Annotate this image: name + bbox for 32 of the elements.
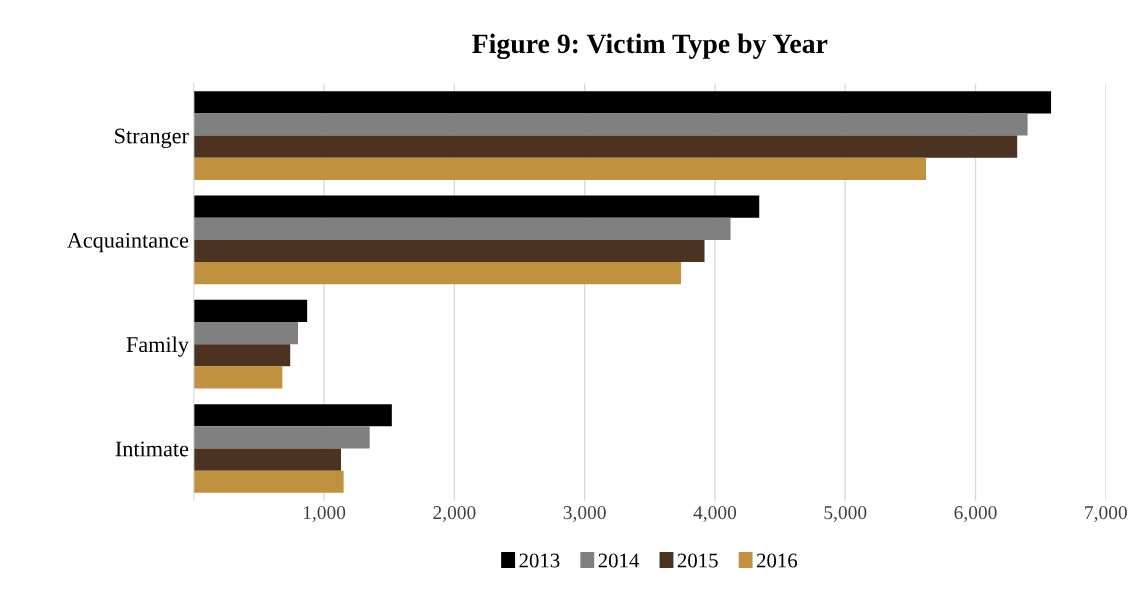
- x-tick-label: 1,000: [303, 506, 346, 522]
- y-tick-label: Intimate: [115, 441, 189, 457]
- chart-title: Figure 9: Victim Type by Year: [472, 33, 828, 60]
- bar: [193, 135, 1018, 158]
- bar: [193, 239, 705, 263]
- bar: [193, 299, 308, 323]
- bar: [193, 448, 342, 471]
- legend-label: 2016: [756, 553, 798, 568]
- bar: [193, 113, 1028, 136]
- y-tick-label: Acquaintance: [66, 232, 189, 253]
- bar: [193, 262, 682, 285]
- bar: [193, 91, 1052, 114]
- x-tick-label: 3,000: [563, 506, 606, 522]
- y-tick-label: Stranger: [115, 128, 189, 149]
- bar: [193, 322, 299, 345]
- x-tick-label: 6,000: [954, 506, 997, 522]
- x-tick-label: 5,000: [824, 506, 867, 522]
- x-tick-label: 4,000: [693, 506, 737, 522]
- x-tick-label: 2,000: [433, 506, 476, 522]
- bar: [193, 157, 927, 180]
- bar: [193, 366, 283, 389]
- legend-label: 2015: [677, 553, 718, 568]
- bar: [193, 195, 760, 218]
- y-tick-label: Family: [126, 336, 189, 357]
- legend-label: 2014: [598, 553, 640, 568]
- bar: [193, 404, 392, 427]
- bar: [193, 470, 344, 493]
- x-tick-label: 7,000: [1085, 506, 1127, 522]
- legend-label: 2013: [519, 553, 560, 568]
- bar: [193, 217, 731, 240]
- bar: [193, 426, 370, 449]
- bar: [193, 344, 291, 367]
